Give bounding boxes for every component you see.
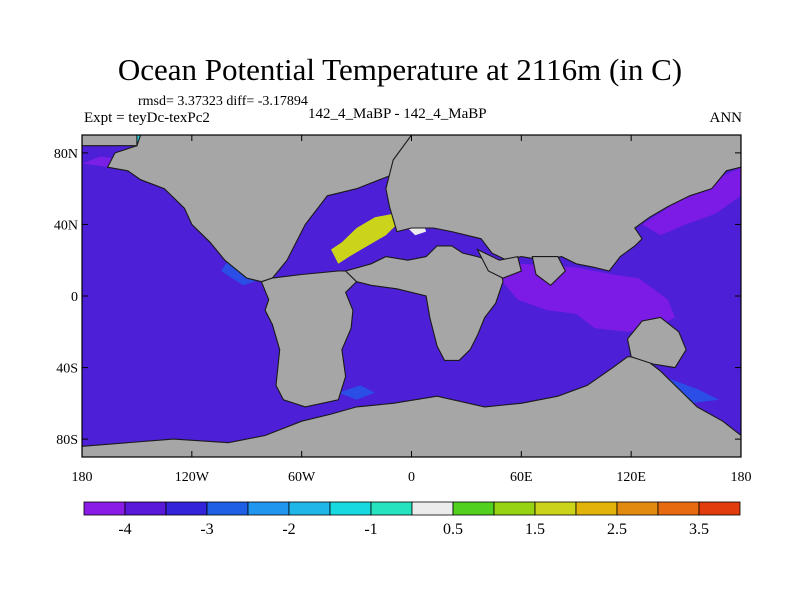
south-america-land	[260, 270, 358, 408]
colorbar-label: -4	[118, 521, 131, 538]
x-tick-label: 180	[731, 470, 752, 485]
y-tick-label: 80N	[54, 147, 78, 162]
colorbar-swatch	[411, 501, 454, 516]
arabia-land	[476, 248, 522, 279]
colorbar-label: -2	[282, 521, 295, 538]
colorbar-label: 1.5	[525, 521, 545, 538]
indian-purple	[484, 260, 676, 332]
australia-land	[626, 316, 687, 369]
north-america-land-2	[82, 135, 138, 147]
y-tick-label: 40N	[54, 218, 78, 233]
pacific-east-purple	[642, 167, 741, 236]
x-tick-label: 120W	[175, 470, 210, 485]
stats-line: rmsd= 3.37323 diff= -3.17894	[138, 94, 308, 109]
colorbar-label: -1	[364, 521, 377, 538]
map-plot-area	[82, 135, 741, 457]
colorbar-label: 0.5	[443, 521, 463, 538]
africa-land	[344, 245, 504, 361]
x-tick-label: 60W	[288, 470, 316, 485]
y-tick-label: 80S	[56, 433, 78, 448]
x-tick-label: 120E	[616, 470, 646, 485]
case-label: 142_4_MaBP - 142_4_MaBP	[308, 106, 487, 122]
colorbar-label: -3	[200, 521, 213, 538]
colorbar-swatch	[288, 501, 331, 516]
land-masses	[82, 135, 741, 457]
colorbar-swatch	[247, 501, 290, 516]
colorbar-swatch	[657, 501, 700, 516]
longitude-axis: 180 120W 60W 0 60E 120E 180	[72, 135, 752, 485]
colorbar-swatch	[329, 501, 372, 516]
colorbar-swatch	[698, 501, 741, 516]
india-land	[531, 256, 566, 287]
experiment-label: Expt = teyDc-texPc2	[84, 110, 210, 126]
colorbar-label: 3.5	[689, 521, 709, 538]
y-tick-label: 40S	[56, 362, 78, 377]
x-tick-label: 60E	[510, 470, 533, 485]
y-tick-label: 0	[71, 290, 78, 305]
colorbar-swatch	[206, 501, 249, 516]
eurasia-land	[385, 135, 741, 272]
mediterranean-yellow	[331, 213, 401, 264]
latitude-axis: 80N 40N 0 40S 80S	[54, 147, 741, 448]
colorbar-swatch	[452, 501, 495, 516]
australia-antarctica-land	[82, 356, 741, 457]
colorbar-label: 2.5	[607, 521, 627, 538]
colorbar-swatch	[165, 501, 208, 516]
colorbar-swatch	[124, 501, 167, 516]
colorbar-swatch	[493, 501, 536, 516]
colorbar-swatch	[83, 501, 126, 516]
colorbar-swatch	[370, 501, 413, 516]
colorbar-swatch	[534, 501, 577, 516]
colorbar-swatch	[616, 501, 659, 516]
x-tick-label: 0	[408, 470, 415, 485]
map-title: Ocean Potential Temperature at 2116m (in…	[117, 52, 683, 87]
colorbar: -4 -3 -2 -1 0.5 1.5 2.5 3.5	[83, 501, 741, 538]
x-tick-label: 180	[72, 470, 93, 485]
season-label: ANN	[709, 110, 743, 126]
southern-blue-patch	[338, 385, 375, 400]
colorbar-swatch	[575, 501, 618, 516]
